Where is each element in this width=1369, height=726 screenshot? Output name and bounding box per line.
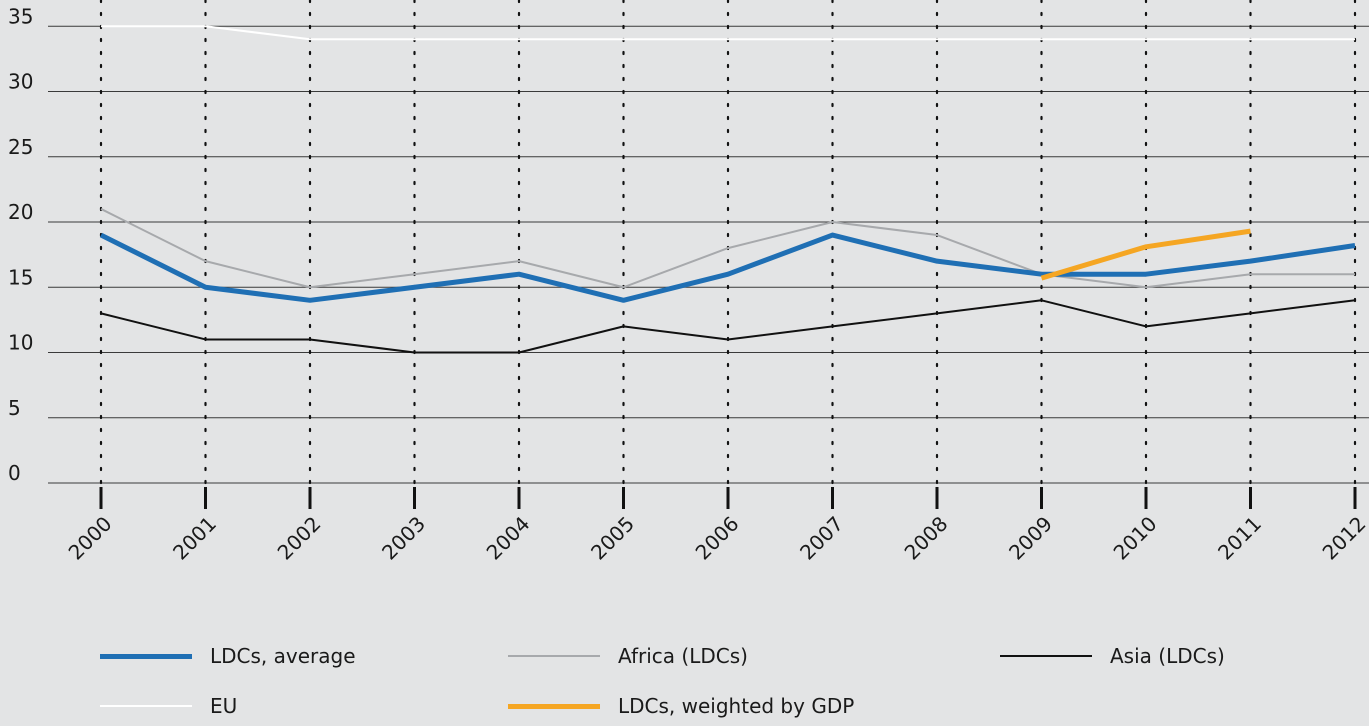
legend-item-asia-ldcs: Asia (LDCs) [1000, 636, 1225, 676]
x-tick-label-2005: 2005 [586, 512, 639, 565]
legend-swatch-asia-ldcs [1000, 655, 1092, 657]
x-tick-label-2006: 2006 [691, 512, 744, 565]
legend-label-asia-ldcs: Asia (LDCs) [1110, 644, 1225, 668]
y-tick-label-30: 30 [8, 70, 33, 94]
series-line-ldcs-weighted-by-gdp [1040, 228, 1251, 281]
series-line-africa-ldcs [100, 208, 1355, 289]
y-tick-label-10: 10 [8, 331, 33, 355]
series-line-ldcs-average [99, 232, 1356, 303]
x-tick-label-2011: 2011 [1213, 512, 1266, 565]
y-tick-label-35: 35 [8, 4, 33, 28]
legend-swatch-ldcs-average [100, 653, 192, 659]
legend-item-ldcs-weighted: LDCs, weighted by GDP [508, 686, 854, 726]
legend-label-ldcs-average: LDCs, average [210, 644, 356, 668]
y-tick-label-20: 20 [8, 200, 33, 224]
series-line-asia-ldcs [100, 299, 1356, 354]
legend-item-ldcs-average: LDCs, average [100, 636, 356, 676]
y-tick-label-5: 5 [8, 396, 21, 420]
legend-swatch-africa-ldcs [508, 655, 600, 657]
x-tick-label-2009: 2009 [1004, 512, 1057, 565]
x-tick-label-2002: 2002 [273, 512, 326, 565]
series-line-eu [101, 25, 1355, 41]
y-tick-label-25: 25 [8, 135, 33, 159]
legend-swatch-eu [100, 705, 192, 707]
x-tick-label-2008: 2008 [900, 512, 953, 565]
x-tick-label-2004: 2004 [482, 512, 535, 565]
x-tick-label-2001: 2001 [168, 512, 221, 565]
x-tick-label-2012: 2012 [1318, 512, 1369, 565]
x-tick-label-2007: 2007 [795, 512, 848, 565]
y-tick-label-15: 15 [8, 265, 33, 289]
y-tick-label-0: 0 [8, 461, 21, 485]
x-tick-label-2003: 2003 [377, 512, 430, 565]
legend-item-eu: EU [100, 686, 237, 726]
legend-label-eu: EU [210, 694, 238, 718]
x-tick-label-2000: 2000 [64, 512, 117, 565]
legend-swatch-ldcs-weighted [508, 703, 600, 709]
legend-label-ldcs-weighted: LDCs, weighted by GDP [618, 694, 855, 718]
legend-label-africa-ldcs: Africa (LDCs) [618, 644, 748, 668]
x-tick-label-2010: 2010 [1109, 512, 1162, 565]
legend-item-africa-ldcs: Africa (LDCs) [508, 636, 748, 676]
